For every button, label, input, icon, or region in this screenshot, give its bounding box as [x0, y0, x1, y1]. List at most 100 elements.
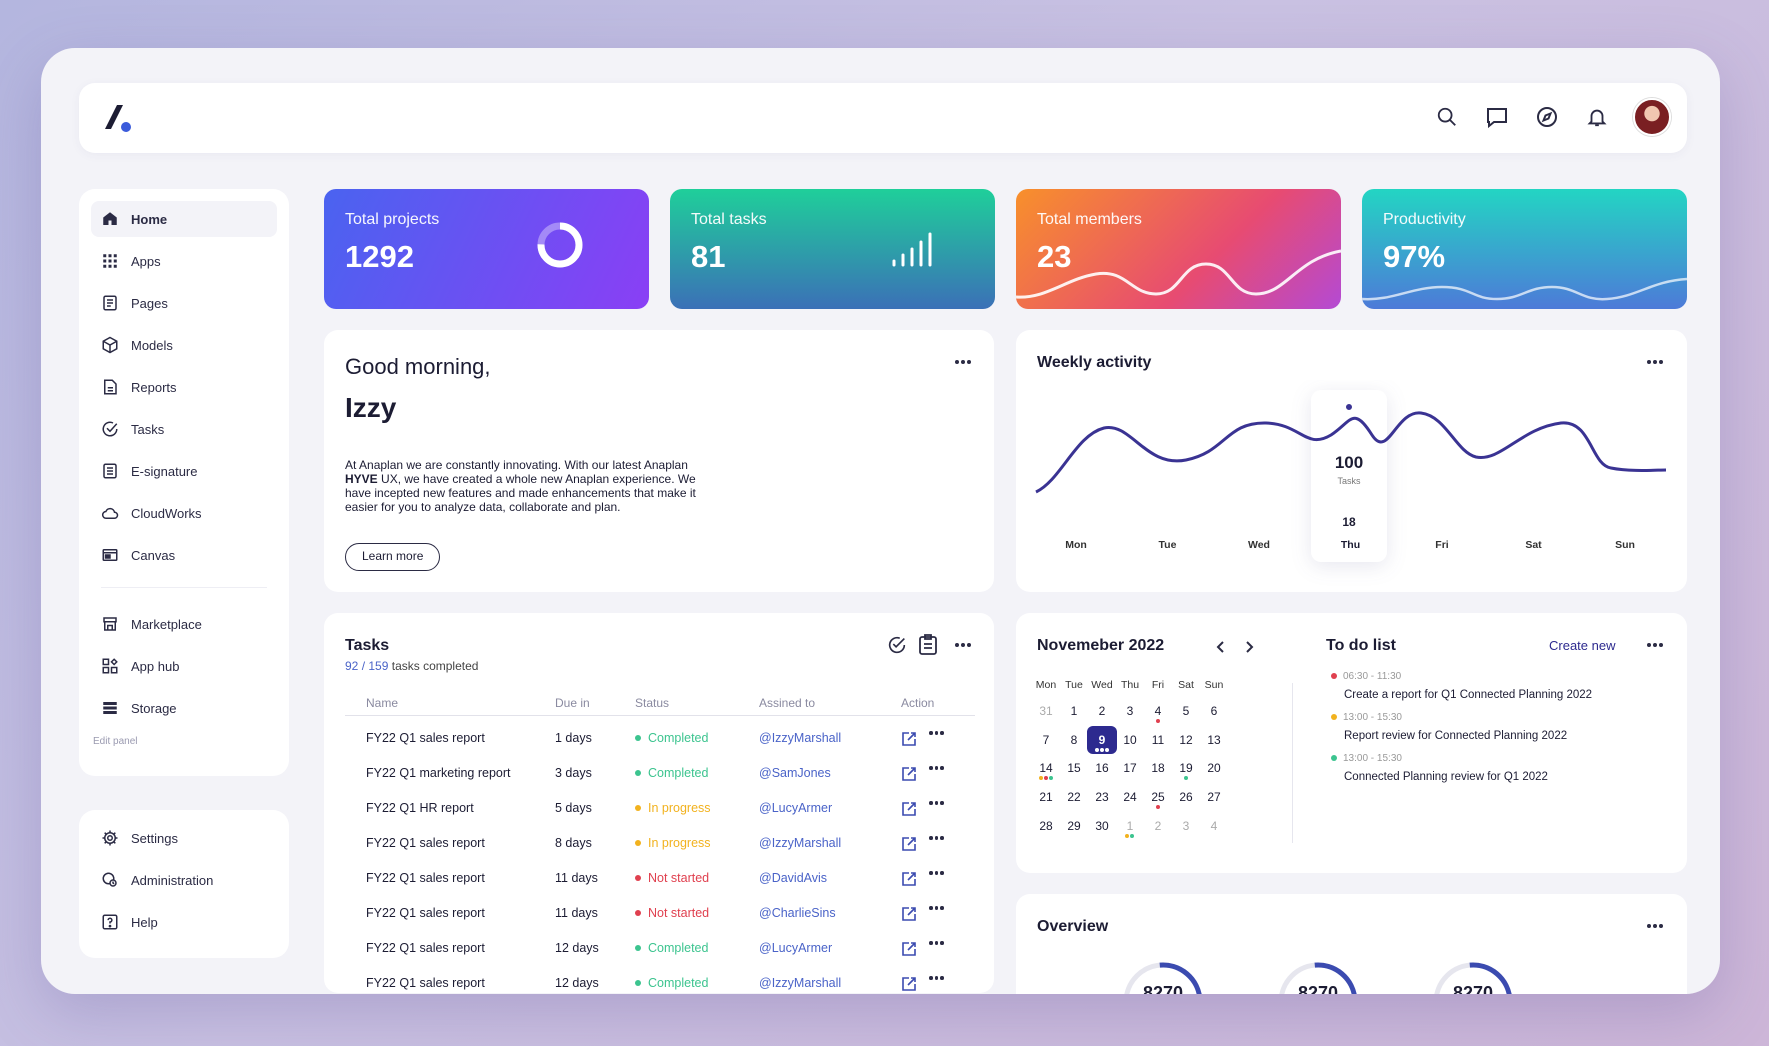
row-more-icon[interactable] [929, 766, 945, 772]
sidebar-item-models[interactable]: Models [91, 327, 277, 363]
stat-total-members[interactable]: Total members 23 [1016, 189, 1341, 309]
learn-more-button[interactable]: Learn more [345, 543, 441, 571]
more-options-icon[interactable] [1647, 922, 1667, 930]
task-assignee[interactable]: @IzzyMarshall [759, 836, 842, 850]
calendar-day[interactable]: 4 [1210, 818, 1218, 833]
more-options-icon[interactable] [1647, 358, 1667, 366]
row-more-icon[interactable] [929, 836, 945, 842]
create-new-link[interactable]: Create new [1549, 638, 1616, 653]
calendar-day[interactable]: 11 [1151, 732, 1165, 747]
table-row[interactable]: FY22 Q1 sales report 1 days Completed @Izzy… [345, 731, 975, 751]
edit-icon[interactable] [901, 801, 917, 817]
calendar-day[interactable]: 3 [1126, 704, 1134, 718]
column-header-name[interactable]: Name [366, 696, 399, 710]
column-header-status[interactable]: Status [635, 696, 670, 710]
sidebar-item-canvas[interactable]: Canvas [91, 537, 277, 573]
task-assignee[interactable]: @LucyArmer [759, 801, 833, 815]
search-icon[interactable] [1433, 103, 1461, 131]
task-assignee[interactable]: @DavidAvis [759, 871, 828, 885]
edit-icon[interactable] [901, 906, 917, 922]
calendar-day[interactable]: 1 [1070, 704, 1078, 718]
sidebar-item-tasks[interactable]: Tasks [91, 411, 277, 447]
column-header-assigned[interactable]: Assined to [759, 696, 816, 710]
calendar-day[interactable]: 8 [1070, 732, 1078, 747]
row-more-icon[interactable] [929, 871, 945, 877]
edit-icon[interactable] [901, 871, 917, 887]
calendar-day[interactable]: 22 [1067, 790, 1081, 805]
stat-total-tasks[interactable]: Total tasks 81 [670, 189, 995, 309]
sidebar-item-app-hub[interactable]: App hub [91, 648, 277, 684]
sidebar-item-e-signature[interactable]: E-signature [91, 453, 277, 489]
calendar-day[interactable]: 4 [1154, 704, 1162, 718]
chat-icon[interactable] [1483, 103, 1511, 131]
row-more-icon[interactable] [929, 906, 945, 912]
calendar-day[interactable]: 17 [1123, 761, 1137, 776]
calendar-day[interactable]: 27 [1207, 790, 1221, 805]
calendar-day[interactable]: 2 [1154, 818, 1162, 833]
calendar-day[interactable]: 5 [1182, 704, 1190, 718]
task-assignee[interactable]: @CharlieSins [759, 906, 836, 920]
edit-icon[interactable] [901, 766, 917, 782]
stat-productivity[interactable]: Productivity 97% [1362, 189, 1687, 309]
table-row[interactable]: FY22 Q1 sales report 8 days In progress @Iz… [345, 836, 975, 856]
sidebar-item-settings[interactable]: Settings [91, 820, 277, 856]
column-header-due[interactable]: Due in [555, 696, 590, 710]
more-options-icon[interactable] [955, 641, 975, 649]
todo-item[interactable]: 13:00 - 15:30 Connected Planning review f… [1331, 753, 1548, 783]
calendar-day[interactable]: 24 [1123, 790, 1137, 805]
calendar-day[interactable]: 18 [1151, 761, 1165, 776]
avatar[interactable] [1633, 98, 1671, 136]
row-more-icon[interactable] [929, 801, 945, 807]
calendar-day[interactable]: 10 [1123, 732, 1137, 747]
table-row[interactable]: FY22 Q1 marketing report 3 days Completed @… [345, 766, 975, 786]
calendar-day[interactable]: 28 [1039, 818, 1053, 833]
calendar-day[interactable]: 16 [1095, 761, 1109, 776]
calendar-day[interactable]: 13 [1207, 732, 1221, 747]
sidebar-item-reports[interactable]: Reports [91, 369, 277, 405]
sidebar-item-marketplace[interactable]: Marketplace [91, 606, 277, 642]
chevron-left-icon[interactable] [1215, 640, 1227, 654]
calendar-day[interactable]: 3 [1182, 818, 1190, 833]
table-row[interactable]: FY22 Q1 HR report 5 days In progress @LucyA… [345, 801, 975, 821]
calendar-day[interactable]: 23 [1095, 790, 1109, 805]
compass-icon[interactable] [1533, 103, 1561, 131]
edit-icon[interactable] [901, 941, 917, 957]
sidebar-item-apps[interactable]: Apps [91, 243, 277, 279]
todo-item[interactable]: 06:30 - 11:30 Create a report for Q1 Conn… [1331, 671, 1592, 701]
more-options-icon[interactable] [1647, 641, 1667, 649]
column-header-action[interactable]: Action [901, 696, 935, 710]
calendar-day[interactable]: 15 [1067, 761, 1081, 776]
row-more-icon[interactable] [929, 976, 945, 982]
stat-total-projects[interactable]: Total projects 1292 [324, 189, 649, 309]
row-more-icon[interactable] [929, 941, 945, 947]
calendar-day[interactable]: 6 [1210, 704, 1218, 718]
sidebar-item-pages[interactable]: Pages [91, 285, 277, 321]
calendar-day[interactable]: 1 [1126, 818, 1134, 833]
calendar-day[interactable]: 7 [1042, 732, 1050, 747]
calendar-day[interactable]: 14 [1039, 761, 1053, 776]
edit-icon[interactable] [901, 976, 917, 992]
more-options-icon[interactable] [955, 358, 975, 366]
edit-panel-link[interactable]: Edit panel [93, 736, 138, 747]
anaplan-logo[interactable] [99, 99, 139, 139]
task-assignee[interactable]: @LucyArmer [759, 941, 833, 955]
calendar-day[interactable]: 30 [1095, 818, 1109, 833]
table-row[interactable]: FY22 Q1 sales report 12 days Completed @Izz… [345, 976, 975, 994]
calendar-day[interactable]: 25 [1151, 790, 1165, 805]
sidebar-item-home[interactable]: Home [91, 201, 277, 237]
calendar-day[interactable]: 26 [1179, 790, 1193, 805]
calendar-day[interactable]: 31 [1039, 704, 1053, 718]
calendar-day[interactable]: 2 [1098, 704, 1106, 718]
calendar-day[interactable]: 29 [1067, 818, 1081, 833]
bell-icon[interactable] [1583, 103, 1611, 131]
check-all-icon[interactable] [886, 634, 908, 656]
task-assignee[interactable]: @IzzyMarshall [759, 976, 842, 990]
row-more-icon[interactable] [929, 731, 945, 737]
calendar-day[interactable]: 19 [1179, 761, 1193, 776]
table-row[interactable]: FY22 Q1 sales report 12 days Completed @Luc… [345, 941, 975, 961]
sidebar-item-cloudworks[interactable]: CloudWorks [91, 495, 277, 531]
sidebar-item-administration[interactable]: Administration [91, 862, 277, 898]
task-assignee[interactable]: @SamJones [759, 766, 831, 780]
task-assignee[interactable]: @IzzyMarshall [759, 731, 842, 745]
table-row[interactable]: FY22 Q1 sales report 11 days Not started @D… [345, 871, 975, 891]
